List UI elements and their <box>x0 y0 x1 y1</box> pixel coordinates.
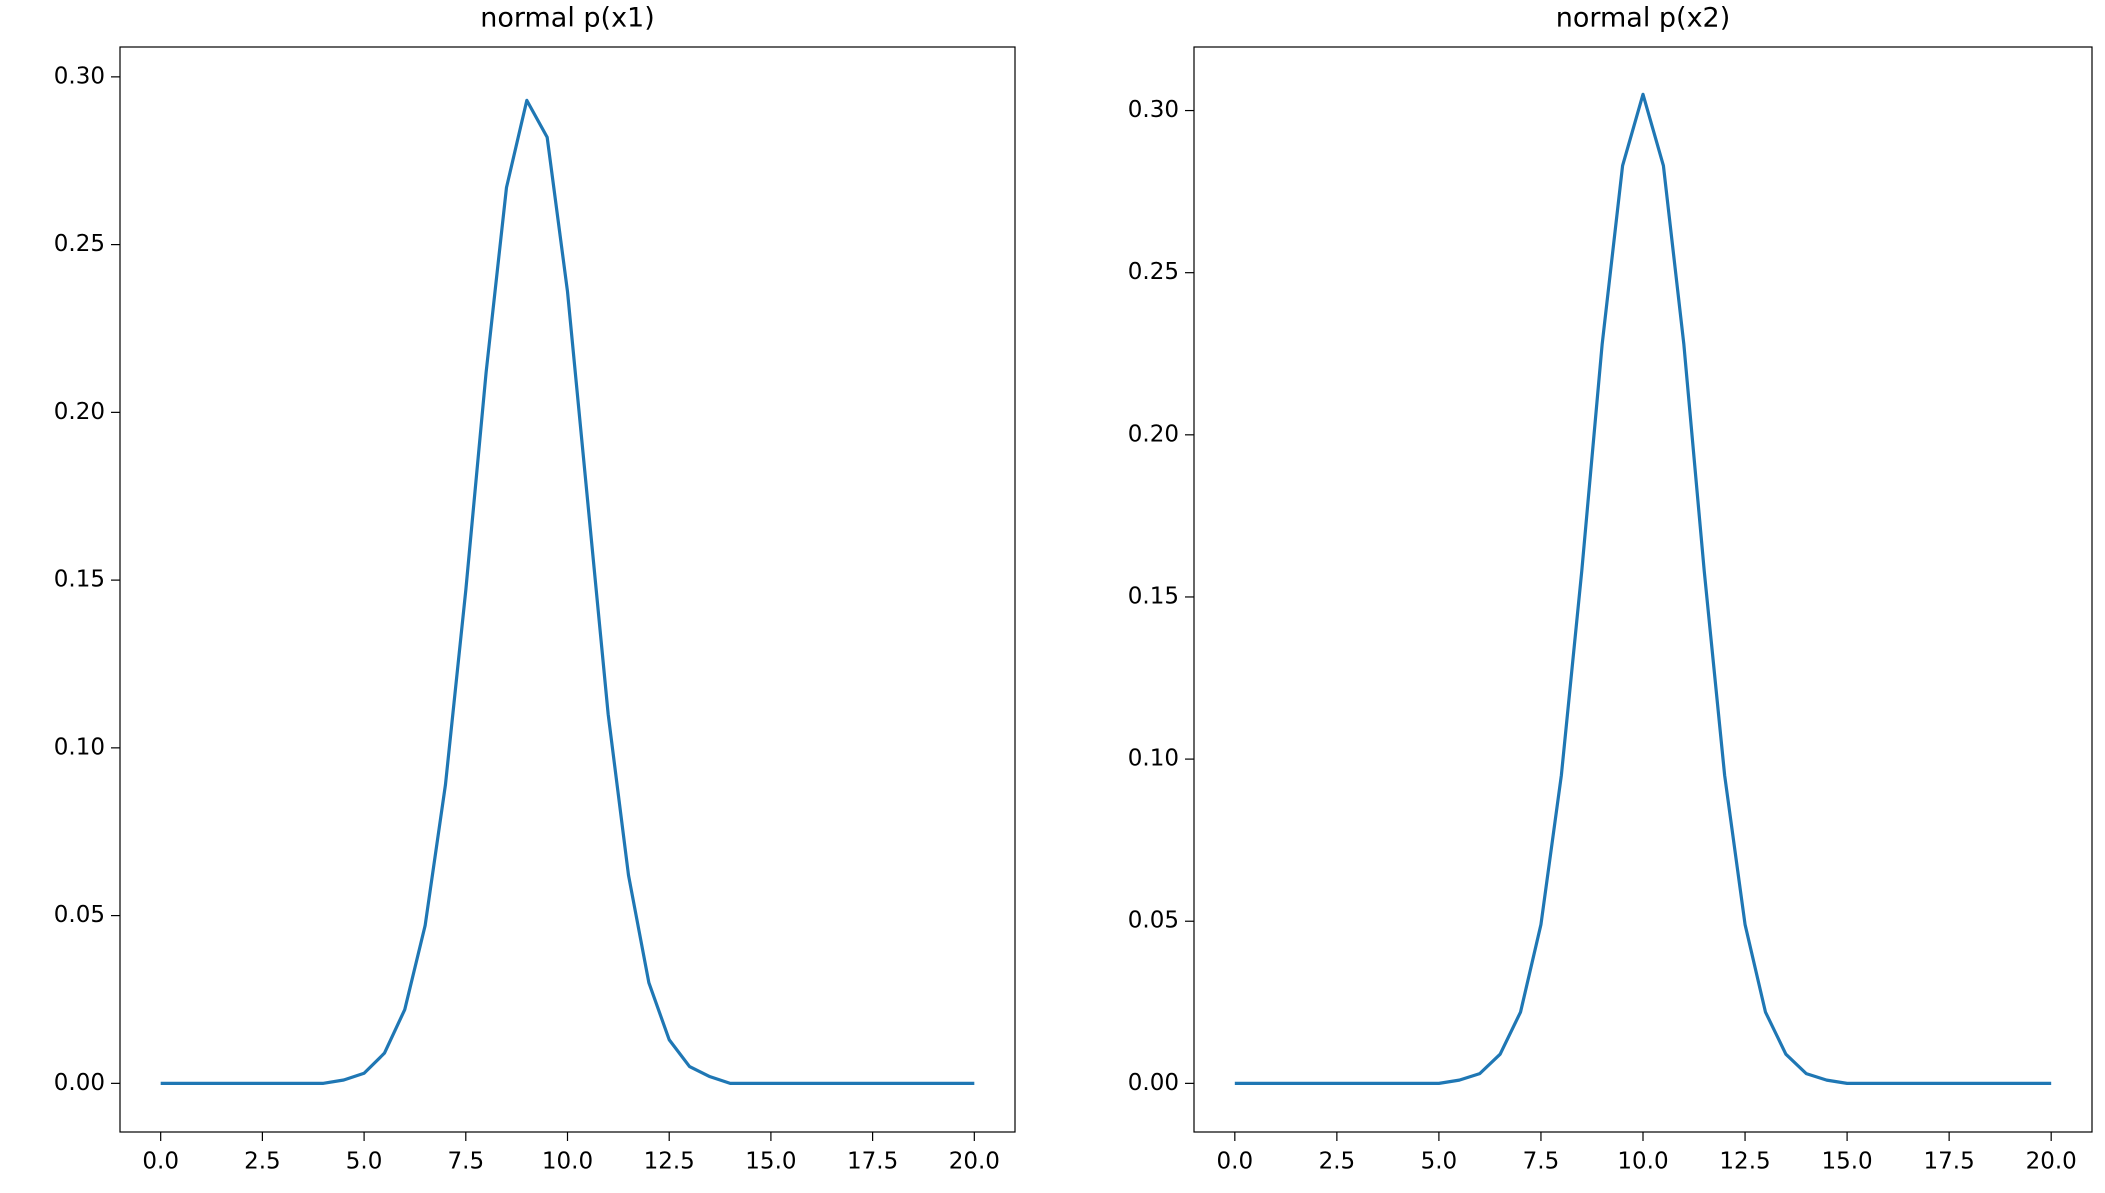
x-tick-label: 10.0 <box>542 1149 593 1175</box>
x-tick-label: 12.5 <box>1719 1149 1770 1175</box>
x-tick-label: 7.5 <box>448 1149 485 1175</box>
x-tick-label: 20.0 <box>949 1149 1000 1175</box>
x-tick-label: 0.0 <box>1217 1149 1254 1175</box>
data-line <box>1234 92 2052 1085</box>
axes-frame <box>119 46 1016 1133</box>
x-tick-label: 7.5 <box>1523 1149 1560 1175</box>
x-tick-label: 0.0 <box>142 1149 179 1175</box>
x-tick-label: 2.5 <box>1319 1149 1356 1175</box>
chart-title: normal p(x1) <box>480 3 655 34</box>
x-tick-label: 15.0 <box>1821 1149 1872 1175</box>
y-tick-label: 0.15 <box>54 567 105 593</box>
x-tick-label: 12.5 <box>644 1149 695 1175</box>
x-tick-label: 15.0 <box>745 1149 796 1175</box>
x-tick-label: 2.5 <box>244 1149 281 1175</box>
y-tick-label: 0.25 <box>54 231 105 257</box>
y-tick-label: 0.10 <box>1128 746 1179 772</box>
y-tick-label: 0.00 <box>54 1070 105 1096</box>
y-tick-label: 0.05 <box>1128 908 1179 934</box>
y-tick-label: 0.05 <box>54 902 105 928</box>
data-line <box>160 98 975 1085</box>
x-tick-label: 17.5 <box>1924 1149 1975 1175</box>
x-tick-label: 17.5 <box>847 1149 898 1175</box>
chart-title: normal p(x2) <box>1556 3 1731 34</box>
y-tick-label: 0.30 <box>54 63 105 89</box>
y-tick-label: 0.20 <box>1128 421 1179 447</box>
y-tick-label: 0.15 <box>1128 583 1179 609</box>
x-tick-label: 10.0 <box>1617 1149 1668 1175</box>
y-tick-label: 0.00 <box>1128 1070 1179 1096</box>
y-tick-label: 0.10 <box>54 734 105 760</box>
y-tick-label: 0.25 <box>1128 259 1179 285</box>
x-tick-label: 5.0 <box>1421 1149 1458 1175</box>
x-tick-label: 5.0 <box>346 1149 383 1175</box>
y-tick-label: 0.30 <box>1128 97 1179 123</box>
y-tick-label: 0.20 <box>54 399 105 425</box>
x-tick-label: 20.0 <box>2026 1149 2077 1175</box>
axes-frame <box>1193 46 2093 1133</box>
